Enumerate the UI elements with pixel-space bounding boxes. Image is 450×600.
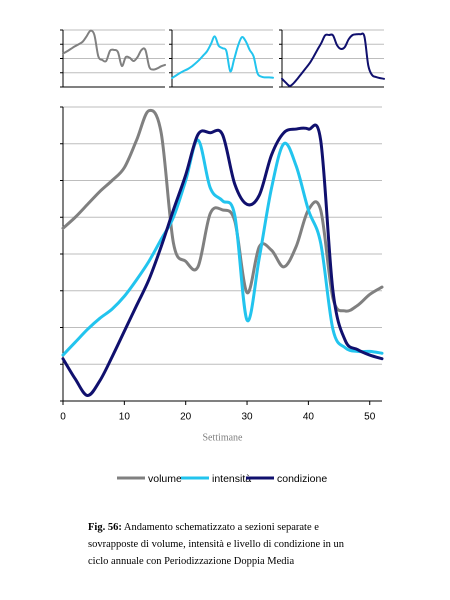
- series-line: [62, 29, 166, 71]
- legend-label: intensità: [212, 473, 251, 485]
- x-tick-label: 0: [60, 412, 66, 423]
- caption-label: Fig. 56:: [88, 522, 122, 533]
- x-tick-label: 20: [180, 412, 192, 423]
- x-tick-label: 30: [241, 412, 253, 423]
- legend-label: volume: [148, 473, 182, 485]
- x-tick-label: 40: [303, 412, 315, 423]
- x-tick-label: 10: [119, 412, 131, 423]
- x-tick-label: 50: [364, 412, 376, 423]
- legend-label: condizione: [277, 473, 327, 485]
- series-line: [171, 35, 274, 80]
- series-line: [61, 138, 384, 357]
- caption: Fig. 56: Andamento schematizzato a sezio…: [88, 519, 363, 570]
- series-line: [281, 32, 385, 87]
- series-line: [61, 108, 384, 313]
- x-axis-label: Settimane: [203, 432, 244, 443]
- series-line: [61, 123, 384, 397]
- caption-text: Andamento schematizzato a sezioni separa…: [88, 522, 345, 567]
